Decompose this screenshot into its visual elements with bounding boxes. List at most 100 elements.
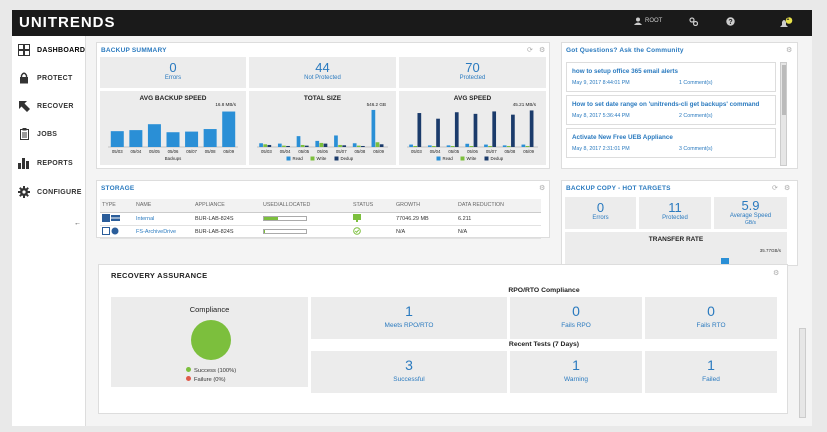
chart-bar[interactable] — [529, 110, 534, 147]
chart-bar[interactable] — [511, 114, 515, 147]
settings-icon[interactable]: ⚙ — [786, 47, 793, 54]
community-post[interactable]: Activate New Free UEB Appliance May 8, 2… — [566, 128, 776, 158]
alerts-button[interactable]: 1 — [779, 16, 793, 29]
chart-bar[interactable] — [492, 111, 497, 147]
sidebar-item-reports[interactable]: REPORTS — [12, 149, 86, 177]
settings-icon[interactable]: ⚙ — [773, 270, 780, 277]
chart-bar[interactable] — [427, 145, 432, 147]
fails-rpo-stat[interactable]: 0 Fails RPO — [510, 297, 642, 339]
chart-bar[interactable] — [352, 143, 357, 147]
table-row[interactable]: FS-ArchiveDrive BUR-LAB-824S N/A N/A — [100, 225, 541, 239]
copy-stat-errors[interactable]: 0 Errors — [565, 197, 636, 229]
community-post[interactable]: how to setup office 365 email alerts May… — [566, 62, 776, 92]
chart-bar[interactable] — [323, 143, 328, 147]
chart-bar[interactable] — [521, 144, 526, 147]
chart-bar[interactable] — [282, 145, 286, 147]
chart-bar[interactable] — [473, 113, 478, 147]
post-title[interactable]: how to setup office 365 email alerts — [572, 68, 679, 75]
chart-bar[interactable] — [469, 146, 474, 147]
chart-bar[interactable] — [110, 131, 124, 147]
sidebar-item-configure[interactable]: CONFIGURE — [12, 178, 86, 206]
chart-bar[interactable] — [259, 143, 263, 147]
chart-bar[interactable] — [356, 145, 361, 147]
sidebar-item-protect[interactable]: PROTECT — [12, 64, 86, 92]
chart-bar[interactable] — [277, 143, 282, 147]
chart-bar[interactable] — [342, 145, 347, 147]
chart-bar[interactable] — [147, 124, 161, 147]
chart-bar[interactable] — [319, 142, 324, 147]
chart-bar[interactable] — [222, 111, 236, 147]
column-header[interactable]: APPLIANCE — [193, 199, 261, 213]
chart-bar[interactable] — [304, 145, 309, 147]
chart-bar[interactable] — [166, 132, 180, 147]
chart-bar[interactable] — [454, 112, 459, 147]
storage-name[interactable]: Internal — [134, 212, 193, 226]
chart-bar[interactable] — [263, 144, 268, 147]
chart-bar[interactable] — [432, 146, 436, 147]
column-header[interactable]: NAME — [134, 199, 193, 213]
chart-bar[interactable] — [300, 144, 305, 147]
chart-bar[interactable] — [446, 145, 451, 147]
collapse-sidebar-icon[interactable]: ← — [74, 220, 81, 227]
settings-icon[interactable]: ⚙ — [539, 47, 546, 54]
chart-bar[interactable] — [525, 146, 530, 147]
user-menu[interactable]: ROOT — [634, 17, 662, 25]
stat-protected[interactable]: 70 Protected — [399, 57, 546, 88]
stat-errors[interactable]: 0 Errors — [100, 57, 246, 88]
chart-bar[interactable] — [409, 144, 413, 147]
stat-not-protected[interactable]: 44 Not Protected — [249, 57, 396, 88]
column-header[interactable]: USED/ALLOCATED — [261, 199, 351, 213]
chart-bar[interactable] — [417, 113, 422, 147]
chart-bar[interactable] — [334, 135, 338, 147]
tools-button[interactable] — [689, 17, 698, 26]
post-title[interactable]: Activate New Free UEB Appliance — [572, 134, 673, 141]
sidebar-item-dashboard[interactable]: DASHBOARD — [12, 36, 86, 64]
chart-bar[interactable] — [450, 146, 455, 147]
page-scrollbar[interactable] — [799, 328, 806, 418]
column-header[interactable]: STATUS — [351, 199, 394, 213]
copy-stat-protected[interactable]: 11 Protected — [639, 197, 711, 229]
refresh-icon[interactable]: ⟳ — [772, 185, 778, 192]
chart-bar[interactable] — [338, 144, 342, 147]
chart-bar[interactable] — [267, 144, 272, 147]
community-scrollbar[interactable] — [780, 62, 787, 166]
settings-icon[interactable]: ⚙ — [539, 185, 546, 192]
chart-bar[interactable] — [413, 146, 418, 147]
column-header[interactable]: GROWTH — [394, 199, 456, 213]
post-comments[interactable]: 3 Comment(s) — [679, 146, 713, 152]
fails-rto-stat[interactable]: 0 Fails RTO — [645, 297, 777, 339]
chart-bar[interactable] — [286, 145, 290, 147]
tests-failed-stat[interactable]: 1 Failed — [645, 351, 777, 393]
chart-bar[interactable] — [361, 145, 365, 147]
community-post[interactable]: How to set date range on 'unitrends-cli … — [566, 95, 776, 125]
table-row[interactable]: Internal BUR-LAB-824S 77046.29 MB 6.211 — [100, 212, 541, 226]
chart-bar[interactable] — [502, 145, 507, 147]
scrollbar-thumb[interactable] — [782, 65, 786, 115]
column-header[interactable]: TYPE — [100, 199, 134, 213]
chart-bar[interactable] — [371, 109, 376, 147]
compliance-pie[interactable] — [190, 319, 232, 361]
chart-bar[interactable] — [375, 142, 380, 147]
post-comments[interactable]: 2 Comment(s) — [679, 113, 713, 119]
sidebar-item-jobs[interactable]: JOBS — [12, 120, 86, 148]
chart-bar[interactable] — [436, 118, 440, 147]
refresh-icon[interactable]: ⟳ — [527, 47, 533, 54]
chart-bar[interactable] — [379, 144, 384, 147]
tests-warning-stat[interactable]: 1 Warning — [510, 351, 642, 393]
chart-bar[interactable] — [506, 146, 511, 147]
chart-bar[interactable] — [465, 143, 470, 147]
sidebar-item-recover[interactable]: RECOVER — [12, 92, 86, 120]
tests-successful-stat[interactable]: 3 Successful — [311, 351, 507, 393]
chart-bar[interactable] — [484, 144, 488, 147]
chart-bar[interactable] — [296, 136, 301, 147]
meets-rpo-rto-stat[interactable]: 1 Meets RPO/RTO — [311, 297, 507, 339]
chart-bar[interactable] — [488, 146, 492, 147]
chart-bar[interactable] — [315, 140, 320, 147]
post-title[interactable]: How to set date range on 'unitrends-cli … — [572, 101, 760, 108]
post-comments[interactable]: 1 Comment(s) — [679, 80, 713, 86]
storage-name[interactable]: FS-ArchiveDrive — [134, 225, 193, 239]
chart-bar[interactable] — [203, 129, 217, 147]
settings-icon[interactable]: ⚙ — [784, 185, 791, 192]
copy-stat-avg-speed[interactable]: 5.9 Average Speed GB/s — [714, 197, 787, 229]
column-header[interactable]: DATA REDUCTION — [456, 199, 541, 213]
